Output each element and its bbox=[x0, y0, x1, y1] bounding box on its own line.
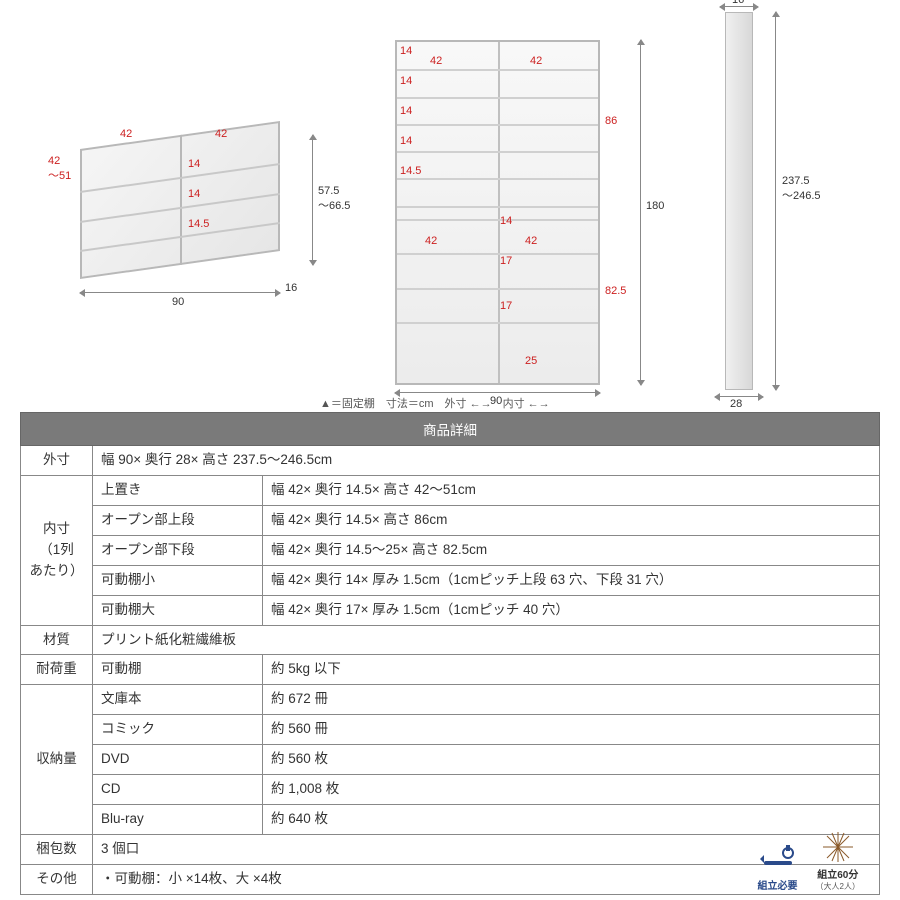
row-value: 約 560 枚 bbox=[263, 745, 880, 775]
table-row: オープン部下段幅 42× 奥行 14.5～25× 高さ 82.5cm bbox=[21, 535, 880, 565]
dim-lg-w-l: 42 bbox=[430, 55, 442, 67]
dim-small-inner-w-r: 42 bbox=[215, 128, 227, 140]
dim-small-r145: 14.5 bbox=[188, 218, 209, 230]
dim-lg-r14c: 14 bbox=[400, 105, 412, 117]
dim-small-inner-w-l: 42 bbox=[120, 128, 132, 140]
dim-lg-r17b: 17 bbox=[500, 300, 512, 312]
table-row: 梱包数 3 個口 bbox=[21, 834, 880, 864]
row-sub: 文庫本 bbox=[93, 685, 263, 715]
table-row: Blu-ray約 640 枚 bbox=[21, 805, 880, 835]
shelf-small bbox=[80, 121, 280, 279]
row-sub: オープン部上段 bbox=[93, 505, 263, 535]
row-value: 幅 42× 奥行 14× 厚み 1.5cm（1cmピッチ上段 63 穴、下段 3… bbox=[263, 565, 880, 595]
row-sub: 上置き bbox=[93, 475, 263, 505]
row-label: 収納量 bbox=[21, 685, 93, 835]
row-value: 約 672 冊 bbox=[263, 685, 880, 715]
dim-small-h: 57.5 ～66.5 bbox=[318, 185, 350, 213]
row-value: 幅 90× 奥行 28× 高さ 237.5～246.5cm bbox=[93, 446, 880, 476]
table-row: コミック約 560 冊 bbox=[21, 715, 880, 745]
row-value: 幅 42× 奥行 14.5～25× 高さ 82.5cm bbox=[263, 535, 880, 565]
row-sub: 可動棚小 bbox=[93, 565, 263, 595]
row-value: 約 5kg 以下 bbox=[263, 655, 880, 685]
side-profile bbox=[725, 12, 753, 390]
dim-arrow-lg-h bbox=[640, 40, 641, 385]
dim-arrow-small-w bbox=[80, 292, 280, 293]
row-label: 梱包数 bbox=[21, 834, 93, 864]
diagram-legend: ▲＝固定棚 寸法＝cm 外寸 ←→ 内寸 ←→ bbox=[320, 395, 550, 411]
diagram-area: 42 42 42 ～51 14 14 14.5 90 16 57.5 ～66.5… bbox=[0, 0, 900, 410]
row-value: 幅 42× 奥行 17× 厚み 1.5cm（1cmピッチ 40 穴） bbox=[263, 595, 880, 625]
dim-arrow-lg-w bbox=[395, 392, 600, 393]
dim-arrow-side-base bbox=[715, 396, 763, 397]
dim-small-d: 16 bbox=[285, 282, 297, 294]
dim-lg-r14d: 14 bbox=[400, 135, 412, 147]
table-row: DVD約 560 枚 bbox=[21, 745, 880, 775]
dim-side-base: 28 bbox=[730, 398, 742, 410]
icon-caption: 組立60分 bbox=[817, 866, 858, 881]
dim-small-inner-hvar: 42 ～51 bbox=[48, 155, 71, 183]
assembly-time-icon: 組立60分 （大人2人） bbox=[816, 830, 860, 892]
dim-lg-r17a: 17 bbox=[500, 255, 512, 267]
row-label: その他 bbox=[21, 864, 93, 894]
row-sub: 可動棚大 bbox=[93, 595, 263, 625]
dim-lg-r14e: 14 bbox=[500, 215, 512, 227]
dim-small-r14-1: 14 bbox=[188, 158, 200, 170]
table-row: オープン部上段幅 42× 奥行 14.5× 高さ 86cm bbox=[21, 505, 880, 535]
row-sub: オープン部下段 bbox=[93, 535, 263, 565]
dim-arrow-side-h bbox=[775, 12, 776, 390]
row-label: 耐荷重 bbox=[21, 655, 93, 685]
dim-lg-r14b: 14 bbox=[400, 75, 412, 87]
dim-lg-upper-h: 86 bbox=[605, 115, 617, 127]
table-row: その他 ・可動棚：小 ×14枚、大 ×4枚 bbox=[21, 864, 880, 894]
dim-lg-w-r: 42 bbox=[530, 55, 542, 67]
table-row: 内寸 （1列 あたり） 上置き 幅 42× 奥行 14.5× 高さ 42～51c… bbox=[21, 475, 880, 505]
shelf-large bbox=[395, 40, 600, 385]
dim-lg-r145: 14.5 bbox=[400, 165, 421, 177]
dim-lg-r25: 25 bbox=[525, 355, 537, 367]
dim-lg-w-l2: 42 bbox=[425, 235, 437, 247]
table-row: 耐荷重 可動棚 約 5kg 以下 bbox=[21, 655, 880, 685]
table-row: 収納量 文庫本 約 672 冊 bbox=[21, 685, 880, 715]
table-row: CD約 1,008 枚 bbox=[21, 775, 880, 805]
row-sub: コミック bbox=[93, 715, 263, 745]
row-value: 幅 42× 奥行 14.5× 高さ 42～51cm bbox=[263, 475, 880, 505]
row-sub: DVD bbox=[93, 745, 263, 775]
table-row: 可動棚大幅 42× 奥行 17× 厚み 1.5cm（1cmピッチ 40 穴） bbox=[21, 595, 880, 625]
row-label: 外寸 bbox=[21, 446, 93, 476]
footer-icons: 組立必要 組立60分 （大人2人） bbox=[758, 830, 860, 892]
table-row: 可動棚小幅 42× 奥行 14× 厚み 1.5cm（1cmピッチ上段 63 穴、… bbox=[21, 565, 880, 595]
dim-small-w: 90 bbox=[172, 296, 184, 308]
dim-lg-total-h: 180 bbox=[646, 200, 664, 212]
row-sub: Blu-ray bbox=[93, 805, 263, 835]
row-label: 内寸 （1列 あたり） bbox=[21, 475, 93, 625]
dim-side-h: 237.5 ～246.5 bbox=[782, 175, 821, 203]
dim-arrow-small-h bbox=[312, 135, 313, 265]
row-sub: CD bbox=[93, 775, 263, 805]
table-row: 外寸 幅 90× 奥行 28× 高さ 237.5～246.5cm bbox=[21, 446, 880, 476]
row-value: 約 560 冊 bbox=[263, 715, 880, 745]
row-value: 約 1,008 枚 bbox=[263, 775, 880, 805]
row-label: 材質 bbox=[21, 625, 93, 655]
table-header: 商品詳細 bbox=[21, 413, 880, 446]
dim-lg-lower-h: 82.5 bbox=[605, 285, 626, 297]
table-row: 材質 プリント紙化粧繊維板 bbox=[21, 625, 880, 655]
row-sub: 可動棚 bbox=[93, 655, 263, 685]
dim-small-r14-2: 14 bbox=[188, 188, 200, 200]
icon-caption: 組立必要 bbox=[758, 877, 798, 892]
assembly-required-icon: 組立必要 bbox=[758, 841, 798, 892]
dim-arrow-side-top bbox=[720, 6, 758, 7]
row-value: 幅 42× 奥行 14.5× 高さ 86cm bbox=[263, 505, 880, 535]
icon-subcaption: （大人2人） bbox=[816, 881, 860, 892]
spec-table: 商品詳細 外寸 幅 90× 奥行 28× 高さ 237.5～246.5cm 内寸… bbox=[20, 412, 880, 895]
dim-lg-r14a: 14 bbox=[400, 45, 412, 57]
dim-side-top: 16 bbox=[732, 0, 744, 6]
row-value: プリント紙化粧繊維板 bbox=[93, 625, 880, 655]
dim-lg-w-r2: 42 bbox=[525, 235, 537, 247]
